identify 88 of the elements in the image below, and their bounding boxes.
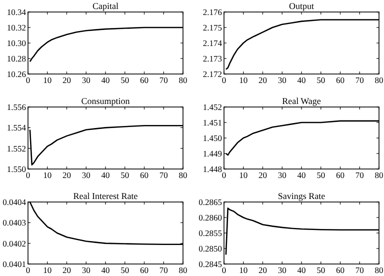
y-tick-label: 1.554	[6, 122, 27, 133]
x-tick-label: 80	[374, 75, 384, 85]
x-tick-label: 0	[26, 75, 30, 85]
x-tick-label: 40	[101, 170, 110, 180]
y-tick-label: 0.2860	[198, 212, 222, 222]
x-tick-label: 10	[239, 170, 248, 180]
y-tick-label: 10.30	[6, 38, 26, 48]
x-tick-label: 0	[26, 170, 30, 180]
x-tick-label: 60	[336, 75, 344, 85]
chart-title: Output	[288, 1, 314, 11]
x-tick-label: 20	[258, 265, 267, 275]
x-tick-label: 60	[336, 265, 344, 275]
x-tick-label: 30	[82, 75, 90, 85]
x-tick-label: 50	[120, 170, 130, 180]
x-tick-label: 40	[297, 75, 306, 85]
x-tick-label: 20	[62, 265, 71, 275]
y-tick-label: 2.174	[202, 38, 223, 48]
x-tick-label: 70	[355, 75, 364, 85]
y-tick-label: 10.26	[6, 69, 26, 79]
x-tick-label: 10	[43, 75, 52, 85]
y-tick-label: 0.0401	[2, 259, 26, 269]
y-tick-label: 0.0404	[2, 197, 27, 207]
x-tick-label: 30	[82, 265, 90, 275]
chart-title: Savings Rate	[278, 191, 326, 201]
x-tick-label: 20	[258, 170, 267, 180]
x-tick-label: 30	[278, 265, 286, 275]
x-tick-label: 80	[178, 75, 188, 85]
y-tick-label: 10.34	[6, 7, 27, 17]
x-tick-label: 80	[374, 265, 384, 275]
y-tick-label: 0.2865	[198, 197, 222, 207]
chart-title: Consumption	[81, 96, 130, 106]
y-tick-label: 0.2855	[198, 228, 222, 238]
x-tick-label: 0	[222, 265, 226, 275]
x-tick-label: 10	[239, 75, 248, 85]
x-tick-label: 0	[222, 75, 226, 85]
x-tick-label: 70	[159, 170, 168, 180]
x-tick-label: 50	[120, 75, 130, 85]
x-tick-label: 30	[278, 75, 286, 85]
y-tick-label: 2.173	[202, 54, 222, 64]
x-tick-label: 50	[316, 265, 326, 275]
y-tick-label: 1.449	[202, 148, 222, 158]
chart-title: Real Interest Rate	[73, 191, 138, 201]
x-tick-label: 50	[316, 75, 326, 85]
x-tick-label: 80	[178, 265, 188, 275]
x-tick-label: 60	[140, 170, 148, 180]
x-tick-label: 0	[26, 265, 30, 275]
x-tick-label: 50	[120, 265, 130, 275]
x-tick-label: 30	[82, 170, 90, 180]
x-tick-label: 70	[355, 265, 364, 275]
x-tick-label: 20	[62, 170, 71, 180]
chart-title: Real Wage	[282, 96, 321, 106]
y-tick-label: 1.450	[202, 133, 222, 143]
chart-title: Capital	[92, 1, 119, 11]
x-tick-label: 20	[62, 75, 71, 85]
x-tick-label: 30	[278, 170, 286, 180]
x-tick-label: 10	[43, 170, 52, 180]
x-tick-label: 60	[140, 265, 148, 275]
y-tick-label: 1.448	[202, 164, 222, 174]
y-tick-label: 10.28	[6, 54, 26, 64]
x-tick-label: 80	[374, 170, 384, 180]
x-tick-label: 50	[316, 170, 326, 180]
x-tick-label: 70	[159, 265, 168, 275]
x-tick-label: 70	[159, 75, 168, 85]
x-tick-label: 40	[101, 265, 110, 275]
x-tick-label: 60	[336, 170, 344, 180]
x-tick-label: 20	[258, 75, 267, 85]
y-tick-label: 1.556	[6, 102, 26, 112]
y-tick-label: 1.550	[6, 164, 26, 174]
x-tick-label: 40	[297, 170, 306, 180]
y-tick-label: 1.452	[202, 102, 222, 112]
x-tick-label: 60	[140, 75, 148, 85]
y-tick-label: 2.176	[202, 7, 222, 17]
y-tick-label: 0.0403	[2, 218, 26, 228]
x-tick-label: 0	[222, 170, 226, 180]
y-tick-label: 0.0402	[2, 238, 26, 248]
y-tick-label: 2.172	[202, 69, 222, 79]
y-tick-label: 0.2850	[198, 244, 222, 254]
x-tick-label: 10	[239, 265, 248, 275]
x-tick-label: 10	[43, 265, 52, 275]
x-tick-label: 80	[178, 170, 188, 180]
y-tick-label: 1.451	[202, 118, 222, 128]
x-tick-label: 40	[297, 265, 306, 275]
y-tick-label: 0.2845	[198, 259, 222, 269]
y-tick-label: 10.32	[6, 22, 26, 32]
x-tick-label: 40	[101, 75, 110, 85]
x-tick-label: 70	[355, 170, 364, 180]
y-tick-label: 2.175	[202, 22, 222, 32]
y-tick-label: 1.552	[6, 143, 26, 154]
